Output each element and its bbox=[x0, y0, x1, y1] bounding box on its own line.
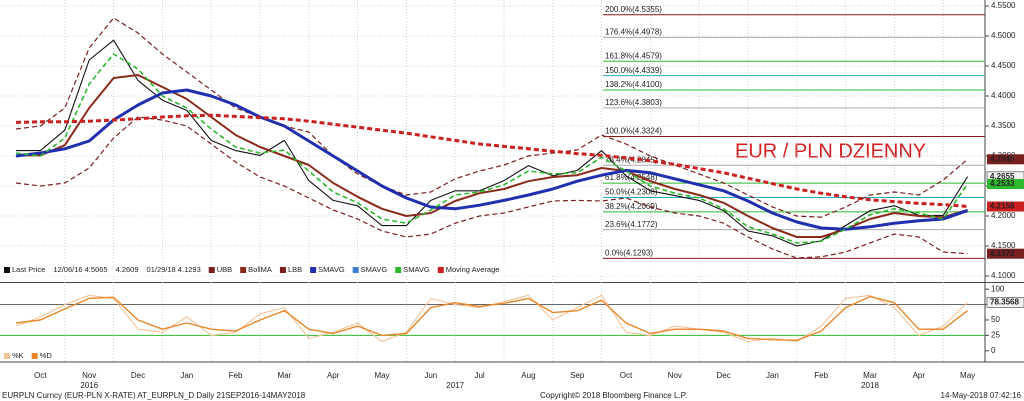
legend-label: 4.2609 bbox=[116, 265, 139, 274]
price-tag-label: 78.3568 bbox=[990, 298, 1019, 307]
series-line bbox=[15, 17, 968, 218]
series-line bbox=[15, 295, 969, 341]
legend-label: SMAVG bbox=[361, 265, 388, 274]
footer-left: EURPLN Curncy (EUR-PLN X-RATE) AT_EURPLN… bbox=[2, 391, 306, 400]
series-line bbox=[16, 39, 969, 247]
x-tick-label: Jun bbox=[424, 371, 437, 380]
price-tag-label: 4.2945 bbox=[990, 154, 1015, 163]
x-tick-label: Jul bbox=[474, 371, 484, 380]
legend-label: SMAVG bbox=[403, 265, 430, 274]
price-tag bbox=[987, 179, 1024, 190]
fib-label: 138.2%(4.4100) bbox=[605, 80, 662, 89]
y-tick-label: 4.5000 bbox=[991, 31, 1016, 40]
x-tick-label: Feb bbox=[229, 371, 243, 380]
fib-label: 176.4%(4.4978) bbox=[605, 27, 662, 36]
x-tick-label: Nov bbox=[668, 371, 682, 380]
year-label: 2018 bbox=[861, 381, 879, 390]
footer-right: 14-May-2018 07:42:16 bbox=[941, 391, 1022, 400]
y-tick-label: 4.2000 bbox=[991, 211, 1016, 220]
price-tag bbox=[986, 296, 1024, 308]
price-tag-label: 4.2655 bbox=[990, 172, 1015, 181]
legend-label: 12/06/16 4.5065 bbox=[53, 265, 107, 274]
legend-label: BollMA bbox=[248, 265, 272, 274]
y-tick-label: 4.1000 bbox=[991, 271, 1016, 280]
x-tick-label: May bbox=[374, 371, 389, 380]
y-tick-label: 4.5500 bbox=[991, 1, 1016, 10]
x-tick-label: Oct bbox=[620, 371, 633, 380]
fib-label: 200.0%(4.5355) bbox=[605, 5, 662, 14]
legend-bg bbox=[0, 264, 735, 276]
fib-label: 150.0%(4.4339) bbox=[605, 66, 662, 75]
year-label: 2017 bbox=[446, 381, 464, 390]
series-line bbox=[15, 88, 969, 231]
legend-label: Moving Average bbox=[446, 265, 500, 274]
y-tick-label: 25 bbox=[991, 330, 1000, 339]
legend-swatch bbox=[395, 267, 402, 273]
price-tag-label: 4.1372 bbox=[990, 249, 1015, 258]
y-tick-label: 50 bbox=[991, 315, 1000, 324]
price-tag bbox=[987, 201, 1024, 212]
x-tick-label: Oct bbox=[34, 371, 47, 380]
price-tag-label: 4.2533 bbox=[990, 179, 1015, 188]
x-tick-label: Feb bbox=[814, 371, 828, 380]
legend-label: 01/29/18 4.1293 bbox=[147, 265, 201, 274]
x-tick-label: Aug bbox=[521, 371, 535, 380]
y-tick-label: 100 bbox=[991, 284, 1005, 293]
fib-label: 50.0%(4.2308) bbox=[605, 188, 658, 197]
legend-swatch bbox=[31, 353, 38, 359]
x-tick-label: Jan bbox=[180, 371, 193, 380]
series-line bbox=[15, 116, 968, 259]
legend-label: LBB bbox=[288, 265, 302, 274]
price-tag bbox=[987, 248, 1024, 259]
x-tick-label: Apr bbox=[913, 371, 926, 380]
x-tick-label: Mar bbox=[278, 371, 292, 380]
fib-label: 100.0%(4.3324) bbox=[605, 127, 662, 136]
legend-label: SMAVG bbox=[318, 265, 345, 274]
y-tick-label: 0 bbox=[991, 346, 996, 355]
legend-swatch bbox=[4, 353, 10, 359]
y-tick-label: 4.4500 bbox=[991, 61, 1016, 70]
fib-label: 61.8%(4.2548) bbox=[605, 173, 658, 182]
legend-swatch bbox=[4, 267, 10, 273]
series-line bbox=[15, 53, 969, 244]
chart-title: EUR / PLN DZIENNY bbox=[735, 140, 926, 162]
y-tick-label: 4.3500 bbox=[991, 121, 1016, 130]
legend-label: %K bbox=[12, 351, 24, 360]
y-tick-label: 4.4000 bbox=[991, 91, 1016, 100]
x-tick-label: Jan bbox=[766, 371, 779, 380]
legend-swatch bbox=[352, 267, 359, 273]
legend-swatch bbox=[240, 267, 247, 273]
y-tick-label: 4.1500 bbox=[991, 241, 1016, 250]
year-label: 2016 bbox=[80, 381, 98, 390]
fib-label: 0.0%(4.1293) bbox=[605, 249, 653, 258]
x-tick-label: May bbox=[960, 371, 975, 380]
price-tag-label: 4.2158 bbox=[990, 202, 1015, 211]
legend-label: UBB bbox=[217, 265, 232, 274]
fib-label: 161.8%(4.4579) bbox=[605, 51, 662, 60]
fib-label: 123.6%(4.3803) bbox=[605, 98, 662, 107]
footer-center: Copyright© 2018 Bloomberg Finance L.P. bbox=[540, 391, 687, 400]
x-tick-label: Nov bbox=[82, 371, 96, 380]
legend-swatch bbox=[279, 267, 286, 273]
x-tick-label: Apr bbox=[327, 371, 340, 380]
x-tick-label: Dec bbox=[131, 371, 145, 380]
legend-label: Last Price bbox=[12, 265, 45, 274]
price-tag bbox=[987, 154, 1024, 165]
legend-swatch bbox=[208, 267, 215, 273]
legend-swatch bbox=[310, 267, 317, 273]
fib-label: 23.6%(4.1772) bbox=[605, 220, 658, 229]
legend-label: %D bbox=[40, 351, 53, 360]
x-tick-label: Sep bbox=[570, 371, 585, 380]
legend-swatch bbox=[437, 267, 444, 273]
x-tick-label: Dec bbox=[716, 371, 730, 380]
fib-label: 38.2%(4.2069) bbox=[605, 202, 658, 211]
x-tick-label: Mar bbox=[863, 371, 877, 380]
